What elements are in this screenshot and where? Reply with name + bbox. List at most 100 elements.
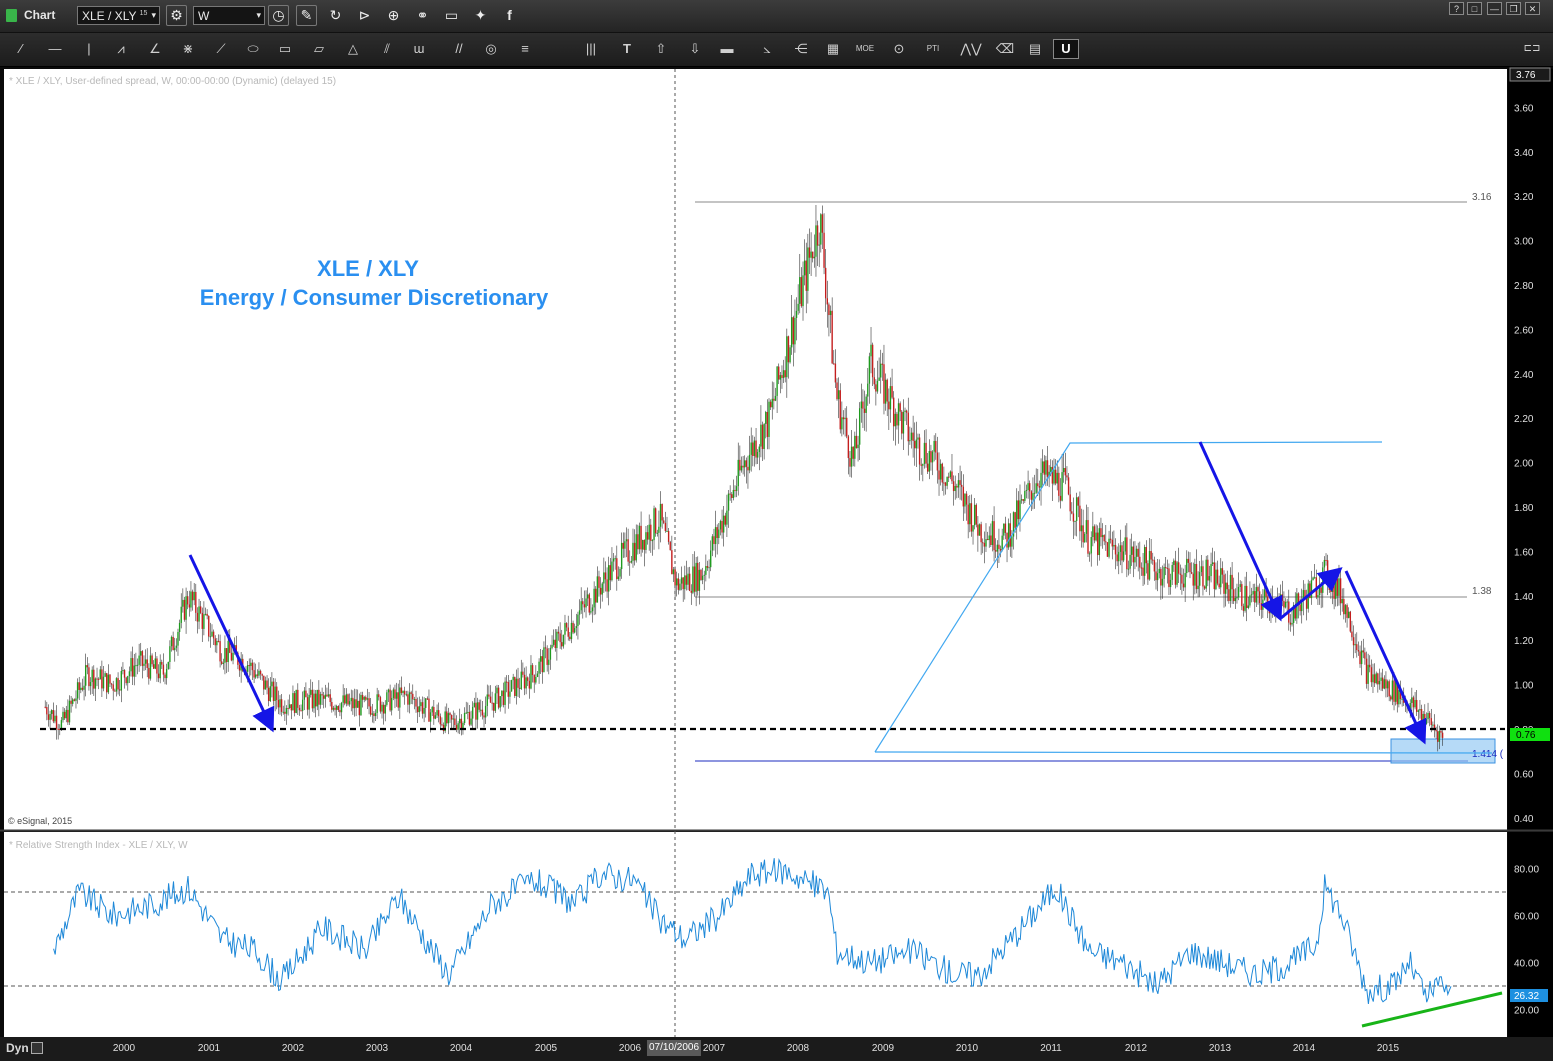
- chevron-down-icon: ▾: [256, 10, 261, 20]
- horizontal-lines-tool-icon[interactable]: ≡: [521, 41, 529, 56]
- rectangle-tool-icon[interactable]: ▭: [278, 41, 292, 56]
- candle-body: [572, 622, 574, 633]
- candle-body: [475, 702, 477, 720]
- candle-body: [46, 707, 48, 715]
- horizontal-line-tool-icon[interactable]: —: [48, 41, 62, 56]
- symbol-delay-sup: 15: [139, 10, 148, 17]
- candle-body: [1292, 605, 1295, 623]
- candle-body: [1016, 500, 1018, 528]
- candle-body: [1394, 681, 1397, 702]
- symbol-settings-icon[interactable]: ⚙: [166, 5, 187, 26]
- candle-body: [352, 697, 354, 709]
- candle-body: [1155, 571, 1157, 581]
- candle-body: [481, 709, 484, 716]
- crosshair-date-label: 07/10/2006: [646, 1040, 702, 1056]
- candle-body: [480, 709, 482, 711]
- candle-body: [839, 390, 841, 430]
- down-arrow-2001[interactable]: [188, 554, 275, 733]
- magnet-tool-icon[interactable]: U: [1053, 39, 1079, 59]
- candle-body: [1197, 585, 1199, 590]
- comment-icon[interactable]: ▭: [444, 7, 459, 23]
- clock-icon[interactable]: ◷: [268, 5, 289, 26]
- candle-body: [829, 310, 832, 316]
- close-button[interactable]: ✕: [1525, 2, 1540, 15]
- drawing-toolbar: ⁄ — | ⩘ ∠ ⋇ ⟋ ⬭ ▭ ▱ △ ⫽ ɯ // ◎ ≡ ||| T ⇧…: [0, 33, 1553, 67]
- vertical-lines-tool-icon[interactable]: |||: [585, 41, 597, 56]
- arrow-down-tool-icon[interactable]: ⇩: [689, 41, 701, 56]
- candle-body: [1357, 650, 1360, 652]
- angle-tool-icon[interactable]: ⦣: [763, 41, 771, 56]
- candle-body: [1132, 546, 1135, 563]
- zoom-icon[interactable]: ⊕: [387, 7, 400, 23]
- pencil-icon[interactable]: ✎: [296, 5, 317, 26]
- maximize-button[interactable]: ❐: [1506, 2, 1521, 15]
- fan-tool-icon[interactable]: ∠: [149, 41, 161, 56]
- minimize-button[interactable]: —: [1487, 2, 1502, 15]
- help-button[interactable]: ?: [1449, 2, 1464, 15]
- candle-body: [676, 578, 678, 586]
- restore-button[interactable]: □: [1467, 2, 1482, 15]
- rsi-panel[interactable]: [4, 832, 1507, 1037]
- candle-body: [178, 622, 181, 632]
- time-axis[interactable]: [0, 1037, 1553, 1061]
- candle-body: [959, 480, 961, 485]
- candle-body: [1050, 466, 1052, 472]
- candle-body: [488, 694, 490, 697]
- candle-body: [1200, 566, 1203, 573]
- candle-body: [416, 706, 419, 713]
- play-icon[interactable]: ⊳: [358, 7, 371, 23]
- down-arrow-2013[interactable]: [1198, 441, 1283, 622]
- refresh-icon[interactable]: ↻: [329, 7, 342, 23]
- moe-tool-icon[interactable]: MOE: [855, 44, 875, 53]
- vertical-line-tool-icon[interactable]: |: [87, 41, 91, 56]
- candle-body: [695, 562, 697, 592]
- ellipse-tool-icon[interactable]: ⬭: [247, 41, 259, 56]
- candle-body: [1260, 603, 1262, 610]
- speed-lines-tool-icon[interactable]: ⟋: [216, 41, 226, 56]
- rsi-axis-ticks: 80.00 60.00 40.00 20.00: [1514, 865, 1539, 1017]
- candle-body: [289, 704, 291, 709]
- candle-body: [1113, 544, 1115, 547]
- line-tool-icon[interactable]: ⁄: [19, 41, 23, 56]
- channel-tool-icon[interactable]: ⫽: [384, 41, 390, 56]
- screen-tool-icon[interactable]: ▤: [1028, 41, 1042, 56]
- symbol-select[interactable]: XLE / XLY 15 ▾: [77, 6, 160, 25]
- triangle-tool-icon[interactable]: △: [348, 41, 358, 56]
- chart-canvas[interactable]: 3.60 3.40 3.20 3.00 2.80 2.60 2.40 2.20 2.00 1.80…: [0, 67, 1553, 1037]
- candle-body: [1174, 560, 1177, 585]
- candle-body: [1179, 573, 1181, 575]
- cycle-tool-icon[interactable]: ɯ: [413, 41, 425, 56]
- candle-body: [834, 363, 837, 383]
- rsi-trendline[interactable]: [1361, 991, 1503, 1028]
- text-tool-icon[interactable]: T: [623, 41, 631, 56]
- channel-upper-lines[interactable]: [874, 441, 1383, 753]
- candle-body: [1291, 622, 1293, 625]
- candle-body: [912, 432, 914, 441]
- zigzag-tool-icon[interactable]: ⋀⋁: [960, 41, 982, 56]
- collapse-toolbar-icon[interactable]: ⊏⊐: [1523, 43, 1541, 54]
- grid-tool-icon[interactable]: ▦: [826, 41, 840, 56]
- dynamic-toggle-icon[interactable]: [31, 1042, 43, 1054]
- bar-tool-icon[interactable]: ▬: [720, 41, 734, 56]
- arrow-up-tool-icon[interactable]: ⇧: [655, 41, 667, 56]
- channel-base-line[interactable]: [874, 751, 1493, 754]
- pitchfork-tool-icon[interactable]: ⋲: [794, 41, 808, 56]
- candle-body: [781, 375, 783, 378]
- candle-body: [857, 444, 859, 449]
- circles-tool-icon[interactable]: ◎: [485, 41, 497, 56]
- parallel-lines-tool-icon[interactable]: //: [455, 41, 463, 56]
- candle-body: [136, 664, 139, 666]
- twitter-icon[interactable]: ✦: [474, 7, 487, 23]
- pti-tool-icon[interactable]: PTI: [926, 44, 940, 53]
- parallelogram-tool-icon[interactable]: ▱: [314, 41, 324, 56]
- gann-tool-icon[interactable]: ⋇: [182, 41, 194, 56]
- interval-select[interactable]: W ▾: [193, 6, 265, 25]
- t2-tool-icon[interactable]: ⊙: [893, 41, 905, 56]
- wave-tool-icon[interactable]: ⩘: [117, 41, 125, 56]
- eraser-tool-icon[interactable]: ⌫: [995, 41, 1015, 56]
- candle-body: [297, 689, 299, 708]
- up-arrow-2014[interactable]: [1280, 567, 1343, 620]
- link-icon[interactable]: ⚭: [416, 7, 429, 23]
- facebook-icon[interactable]: f: [507, 7, 512, 23]
- down-arrow-2015[interactable]: [1344, 570, 1427, 745]
